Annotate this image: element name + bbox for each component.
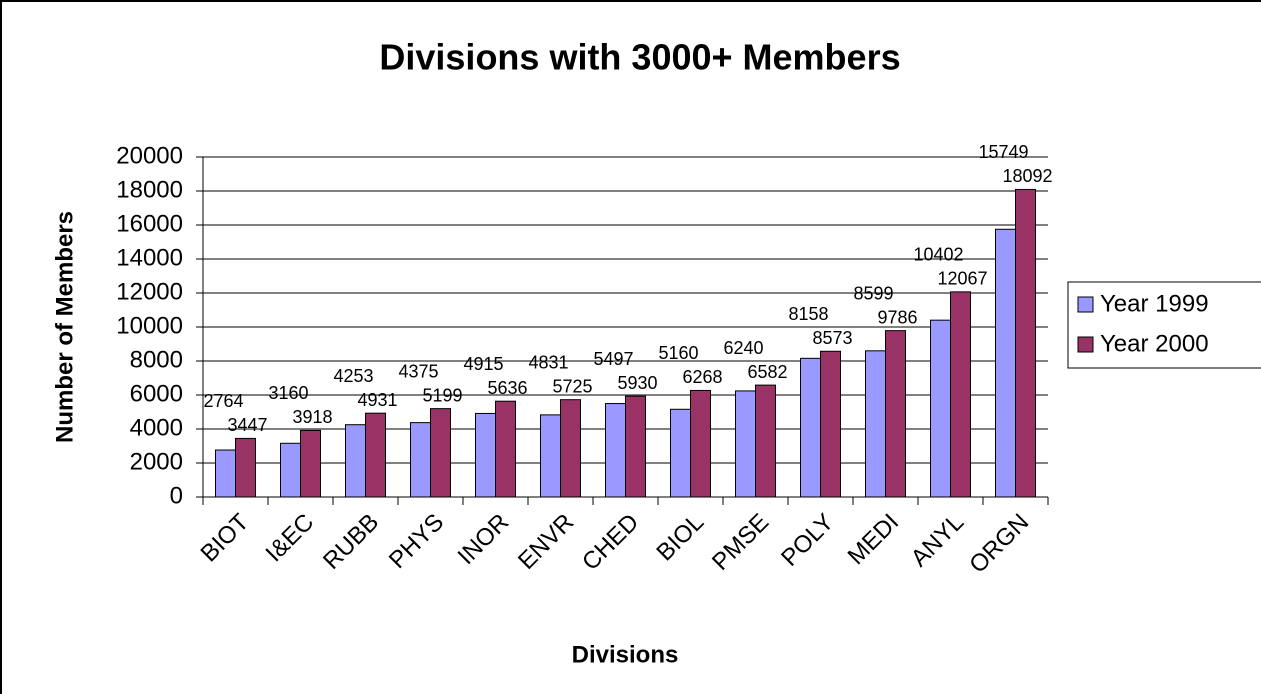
y-tick-label: 20000 xyxy=(116,142,183,169)
data-label: 8599 xyxy=(853,283,893,303)
y-axis-label: Number of Members xyxy=(51,211,78,443)
data-label: 15749 xyxy=(978,142,1028,162)
x-axis-label: Divisions xyxy=(572,641,679,668)
data-label: 12067 xyxy=(937,269,987,289)
bar xyxy=(365,412,386,498)
bar xyxy=(930,319,951,498)
data-label: 4253 xyxy=(333,366,373,386)
data-label: 4831 xyxy=(528,352,568,372)
bar xyxy=(625,395,646,498)
bar xyxy=(235,437,256,498)
data-label: 8573 xyxy=(812,328,852,348)
y-tick-label: 18000 xyxy=(116,176,183,203)
bar xyxy=(820,350,841,498)
y-tick-label: 16000 xyxy=(116,210,183,237)
bar xyxy=(300,429,321,498)
legend-label: Year 1999 xyxy=(1100,290,1209,317)
chart-title: Divisions with 3000+ Members xyxy=(379,37,900,78)
bar xyxy=(430,408,451,498)
y-tick-label: 10000 xyxy=(116,312,183,339)
bar xyxy=(800,357,821,498)
bar xyxy=(345,424,366,498)
data-label: 5497 xyxy=(593,349,633,369)
bar xyxy=(540,414,561,498)
data-label: 6268 xyxy=(682,367,722,387)
data-label: 4931 xyxy=(357,390,397,410)
bar xyxy=(495,400,516,498)
data-label: 4915 xyxy=(463,354,503,374)
legend-label: Year 2000 xyxy=(1100,330,1209,357)
data-label: 5636 xyxy=(487,378,527,398)
bar xyxy=(1015,188,1036,498)
data-label: 6240 xyxy=(723,338,763,358)
legend-box xyxy=(1067,281,1261,369)
bar xyxy=(475,412,496,498)
data-label: 5199 xyxy=(422,385,462,405)
data-label: 3447 xyxy=(227,415,267,435)
data-label: 9786 xyxy=(877,307,917,327)
bar xyxy=(690,389,711,498)
legend-swatch xyxy=(1077,336,1094,353)
y-tick-label: 14000 xyxy=(116,244,183,271)
bar xyxy=(410,422,431,498)
y-tick-label: 12000 xyxy=(116,278,183,305)
bar xyxy=(865,350,886,498)
data-label: 5930 xyxy=(617,373,657,393)
bar xyxy=(560,399,581,498)
data-label: 3918 xyxy=(292,407,332,427)
y-tick-label: 4000 xyxy=(130,414,183,441)
data-label: 3160 xyxy=(268,383,308,403)
data-label: 18092 xyxy=(1002,166,1052,186)
bar xyxy=(280,442,301,498)
legend-swatch xyxy=(1077,296,1094,313)
bar xyxy=(735,390,756,498)
data-label: 10402 xyxy=(913,245,963,265)
y-tick-label: 8000 xyxy=(130,346,183,373)
y-tick-label: 6000 xyxy=(130,380,183,407)
bar xyxy=(950,291,971,498)
bar xyxy=(605,403,626,498)
data-label: 6582 xyxy=(747,362,787,382)
bar xyxy=(755,384,776,498)
data-label: 2764 xyxy=(203,391,243,411)
bar xyxy=(995,228,1016,498)
y-tick-label: 2000 xyxy=(130,448,183,475)
data-label: 4375 xyxy=(398,361,438,381)
bar xyxy=(670,408,691,498)
data-label: 5160 xyxy=(658,343,698,363)
y-tick-label: 0 xyxy=(170,482,183,509)
bar xyxy=(215,449,236,498)
data-label: 5725 xyxy=(552,376,592,396)
data-label: 8158 xyxy=(788,304,828,324)
bar xyxy=(885,330,906,498)
